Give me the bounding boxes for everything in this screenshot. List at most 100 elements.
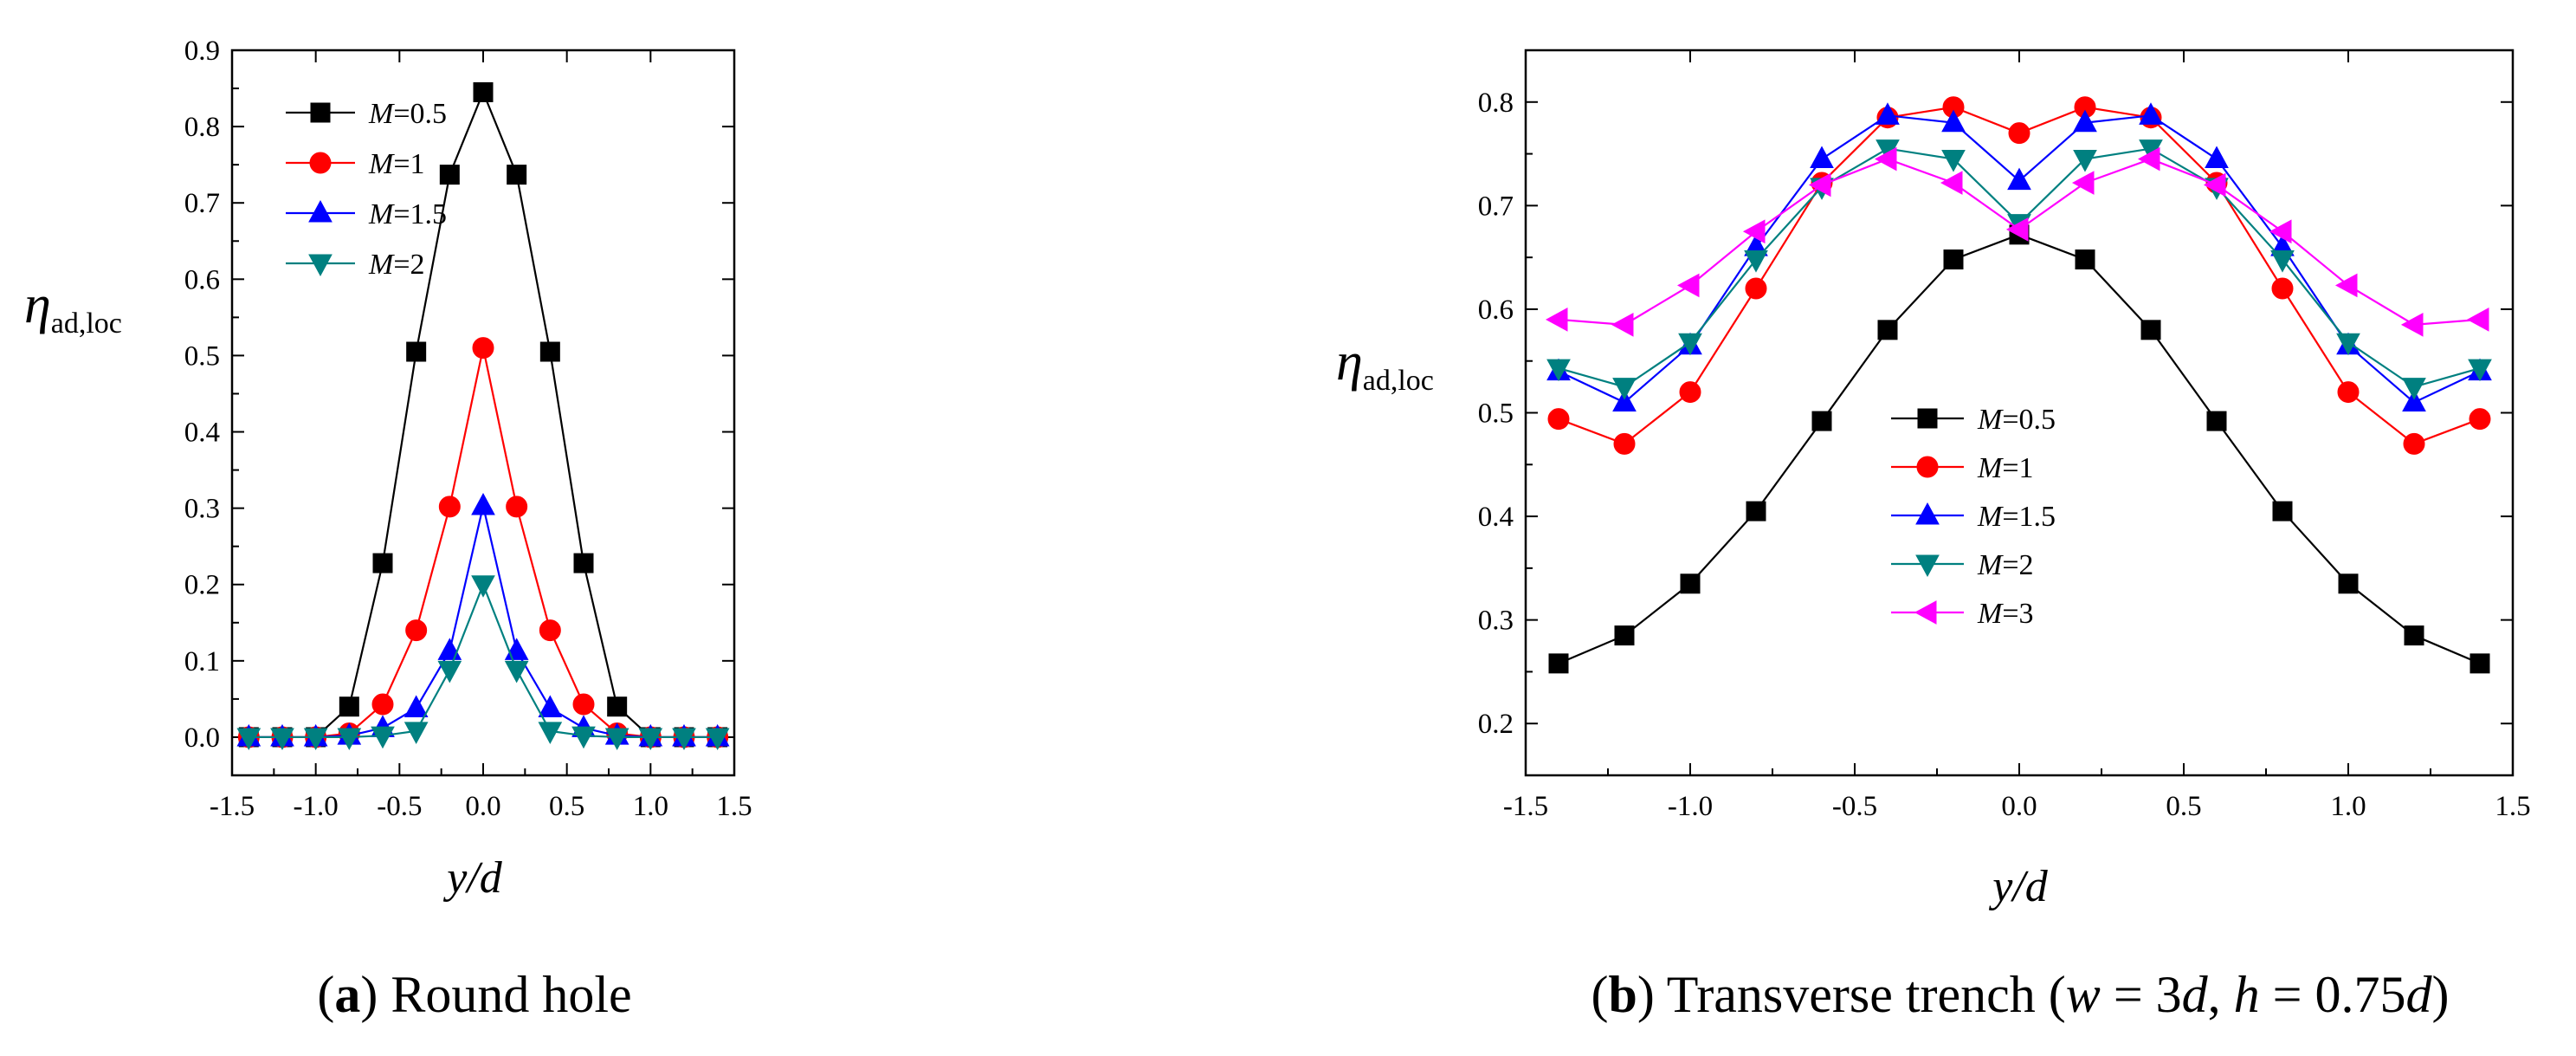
- legend: M=0.5 M=1 M=1.5 M=2 M=3: [1891, 404, 2056, 630]
- data-point: [2468, 359, 2492, 382]
- legend-label: M=1.5: [1977, 501, 2056, 533]
- series-M=1: [237, 337, 729, 748]
- data-point: [1941, 109, 1966, 133]
- x-tick-label: -1.0: [294, 791, 339, 822]
- y-axis-label: ηad,loc: [24, 275, 122, 340]
- data-point: [1612, 389, 1637, 412]
- data-point: [1874, 146, 1897, 172]
- y-tick-label: 0.2: [184, 570, 220, 601]
- y-tick-label: 0.5: [1478, 398, 1514, 430]
- x-tick-label: -1.5: [210, 791, 255, 822]
- series-line: [249, 89, 718, 739]
- data-point: [607, 696, 628, 717]
- panel-caption: (b) Transverse trench (w = 3d, h = 0.75d…: [1591, 966, 2450, 1023]
- x-tick-label: 0.5: [549, 791, 584, 822]
- legend-item: M=0.5: [1891, 404, 2056, 436]
- series-M=1.5: [1546, 102, 2492, 412]
- data-point: [437, 660, 462, 683]
- data-point: [2334, 273, 2358, 298]
- y-tick-label: 0.7: [1478, 191, 1514, 222]
- data-point: [1546, 359, 1571, 382]
- data-point: [405, 619, 428, 642]
- data-point: [538, 695, 563, 717]
- x-tick-label: 1.0: [633, 791, 668, 822]
- data-point: [404, 722, 429, 744]
- data-point: [339, 696, 359, 717]
- chart-panel-b: -1.5 -1.0 -0.5 0.0 0.5 1.0 1.5 0.2 0.3 0.4 0.5 0.6 0…: [1336, 49, 2531, 1023]
- legend-marker: [308, 199, 332, 223]
- plot-frame: [230, 49, 736, 777]
- data-point: [371, 726, 395, 749]
- data-point: [1940, 171, 1963, 195]
- data-point: [2336, 333, 2360, 356]
- data-point: [2402, 378, 2426, 400]
- legend-marker: [1915, 502, 1940, 525]
- data-point: [538, 722, 563, 744]
- y-tick-label: 0.5: [184, 340, 220, 372]
- data-point: [2073, 109, 2097, 133]
- x-tick-label: 1.5: [2495, 791, 2530, 822]
- legend-label: M=0.5: [368, 98, 447, 130]
- data-point: [438, 496, 461, 518]
- legend-marker: [310, 102, 331, 123]
- legend-marker: [1917, 408, 1938, 429]
- data-point: [539, 341, 560, 362]
- legend-item: M=1: [1891, 452, 2034, 484]
- data-point: [1679, 381, 1701, 404]
- data-point: [2469, 653, 2490, 674]
- data-point: [2206, 411, 2227, 431]
- data-point: [2404, 625, 2424, 646]
- y-tick-label: 0.4: [184, 418, 220, 449]
- series-line: [1558, 114, 2481, 404]
- legend-item: M=2: [286, 249, 425, 281]
- data-point: [472, 337, 494, 360]
- legend-label: M=3: [1977, 598, 2034, 630]
- legend-marker: [308, 254, 332, 277]
- data-point: [2272, 501, 2293, 522]
- data-point: [1745, 277, 1767, 300]
- data-point: [506, 496, 528, 518]
- data-point: [2008, 122, 2030, 145]
- data-point: [406, 341, 427, 362]
- legend-marker: [1915, 554, 1940, 578]
- y-tick-label: 0.2: [1478, 709, 1514, 740]
- y-tick-label: 0.0: [184, 722, 220, 754]
- y-tick-label: 0.9: [184, 36, 220, 67]
- legend-label: M=1: [1977, 452, 2034, 484]
- data-point: [2073, 150, 2097, 172]
- data-point: [1547, 408, 1570, 431]
- y-tick-label: 0.3: [184, 494, 220, 525]
- data-point: [2402, 389, 2426, 412]
- y-tick-label: 0.4: [1478, 502, 1514, 533]
- y-tick-label: 0.3: [1478, 606, 1514, 637]
- data-point: [672, 728, 696, 750]
- data-point: [2140, 320, 2161, 340]
- data-point: [236, 728, 261, 750]
- data-point: [2139, 102, 2163, 125]
- data-point: [638, 728, 663, 750]
- data-point: [337, 728, 362, 750]
- data-point: [2337, 381, 2360, 404]
- data-point: [371, 693, 394, 716]
- y-tick-label: 0.8: [184, 112, 220, 143]
- data-point: [2400, 313, 2424, 337]
- data-point: [573, 553, 594, 573]
- series-M=0.5: [238, 81, 728, 748]
- data-point: [539, 619, 561, 642]
- x-axis-label: y/d: [442, 853, 503, 903]
- series-M=2: [236, 575, 730, 750]
- panel-caption: (a) Round hole: [317, 966, 631, 1023]
- data-point: [2466, 308, 2489, 332]
- data-point: [2203, 172, 2226, 198]
- series-line: [249, 505, 718, 739]
- data-point: [1678, 333, 1702, 356]
- data-point: [1614, 625, 1635, 646]
- data-point: [1613, 432, 1636, 455]
- data-point: [2005, 217, 2029, 242]
- data-point: [1811, 411, 1832, 431]
- chart-panel-a: -1.5 -1.0 -0.5 0.0 0.5 1.0 1.5 0.0 0.1 0.2 0.3 0.4 0…: [24, 36, 752, 1023]
- legend-marker: [1914, 600, 1937, 625]
- legend-label: M=2: [1977, 549, 2034, 581]
- data-point: [1876, 102, 1900, 125]
- series-line: [249, 347, 718, 739]
